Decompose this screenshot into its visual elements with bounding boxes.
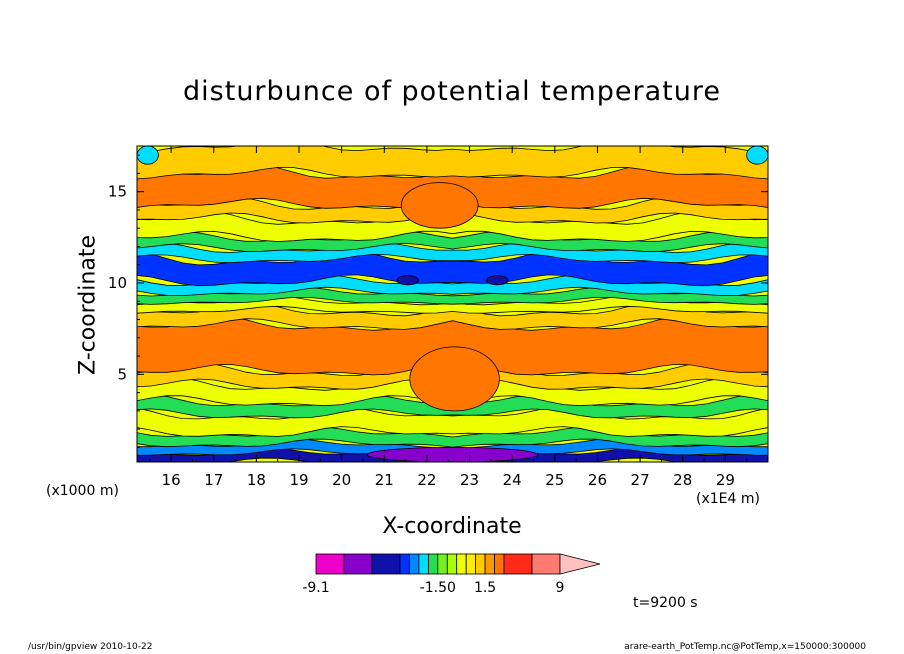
x-tick-label: 18 [247,471,266,489]
colorbar-segment [475,553,486,575]
chart-title: disturbunce of potential temperature [183,76,721,107]
colorbar-segment [437,553,448,575]
colorbar-label: -1.50 [420,580,456,596]
colorbar-segment [427,553,439,575]
contour-band [137,295,768,314]
colorbar: -9.1 -1.50 1.5 9 [302,553,601,596]
axes: 16 17 18 19 20 21 22 23 24 25 26 27 28 29 5 10 15 [108,146,768,489]
x-tick-label: 19 [289,471,308,489]
contour-band [137,146,768,180]
y-tick-label: 15 [108,183,127,201]
contour-feature [746,146,768,165]
colorbar-segment [503,553,533,575]
colorbar-segment [399,553,410,575]
x-tick-label: 29 [716,471,735,489]
x-axis-unit: (x1E4 m) [696,491,760,507]
footer-source-file: arare-earth_PotTemp.nc@PotTemp,x=150000:… [624,642,866,652]
contour-feature [409,346,500,412]
x-tick-label: 26 [588,471,607,489]
contour-feature [396,275,419,286]
colorbar-arrow [559,553,601,575]
colorbar-segment [409,553,420,575]
x-tick-label: 21 [375,471,394,489]
x-tick-label: 24 [503,471,522,489]
contour-feature [137,146,159,165]
colorbar-segment [315,553,345,575]
x-tick-label: 28 [673,471,692,489]
y-tick-label: 10 [108,274,127,292]
x-tick-label: 22 [417,471,436,489]
colorbar-segment [456,553,467,575]
y-tick-label: 5 [117,365,127,383]
colorbar-segment [494,553,505,575]
colorbar-label: -9.1 [302,580,329,596]
contour-band [137,286,768,305]
contour-band [137,438,768,457]
colorbar-segment [465,553,477,575]
x-tick-label: 20 [332,471,351,489]
x-axis-label: X-coordinate [382,514,522,539]
colorbar-segment [484,553,496,575]
contour-band [137,316,768,376]
contour-feature [366,447,539,462]
colorbar-label: 1.5 [474,580,496,596]
footer-program-date: /usr/bin/gpview 2010-10-22 [28,642,153,652]
colorbar-label: 9 [556,580,565,596]
colorbar-segment [418,553,429,575]
plot-frame [136,145,769,463]
x-tick-label: 27 [631,471,650,489]
y-axis-unit: (x1000 m) [46,483,119,499]
contour-feature [486,275,509,286]
time-annotation: t=9200 s [633,595,698,611]
contour-feature [400,182,479,229]
colorbar-segment [371,553,401,575]
x-tick-label: 16 [162,471,181,489]
colorbar-segment [446,553,458,575]
x-tick-label: 23 [460,471,479,489]
x-tick-label: 25 [545,471,564,489]
colorbar-segment [343,553,373,575]
x-tick-label: 17 [204,471,223,489]
colorbar-segment [531,553,561,575]
contour-band [137,302,768,330]
plot-area [137,146,768,462]
